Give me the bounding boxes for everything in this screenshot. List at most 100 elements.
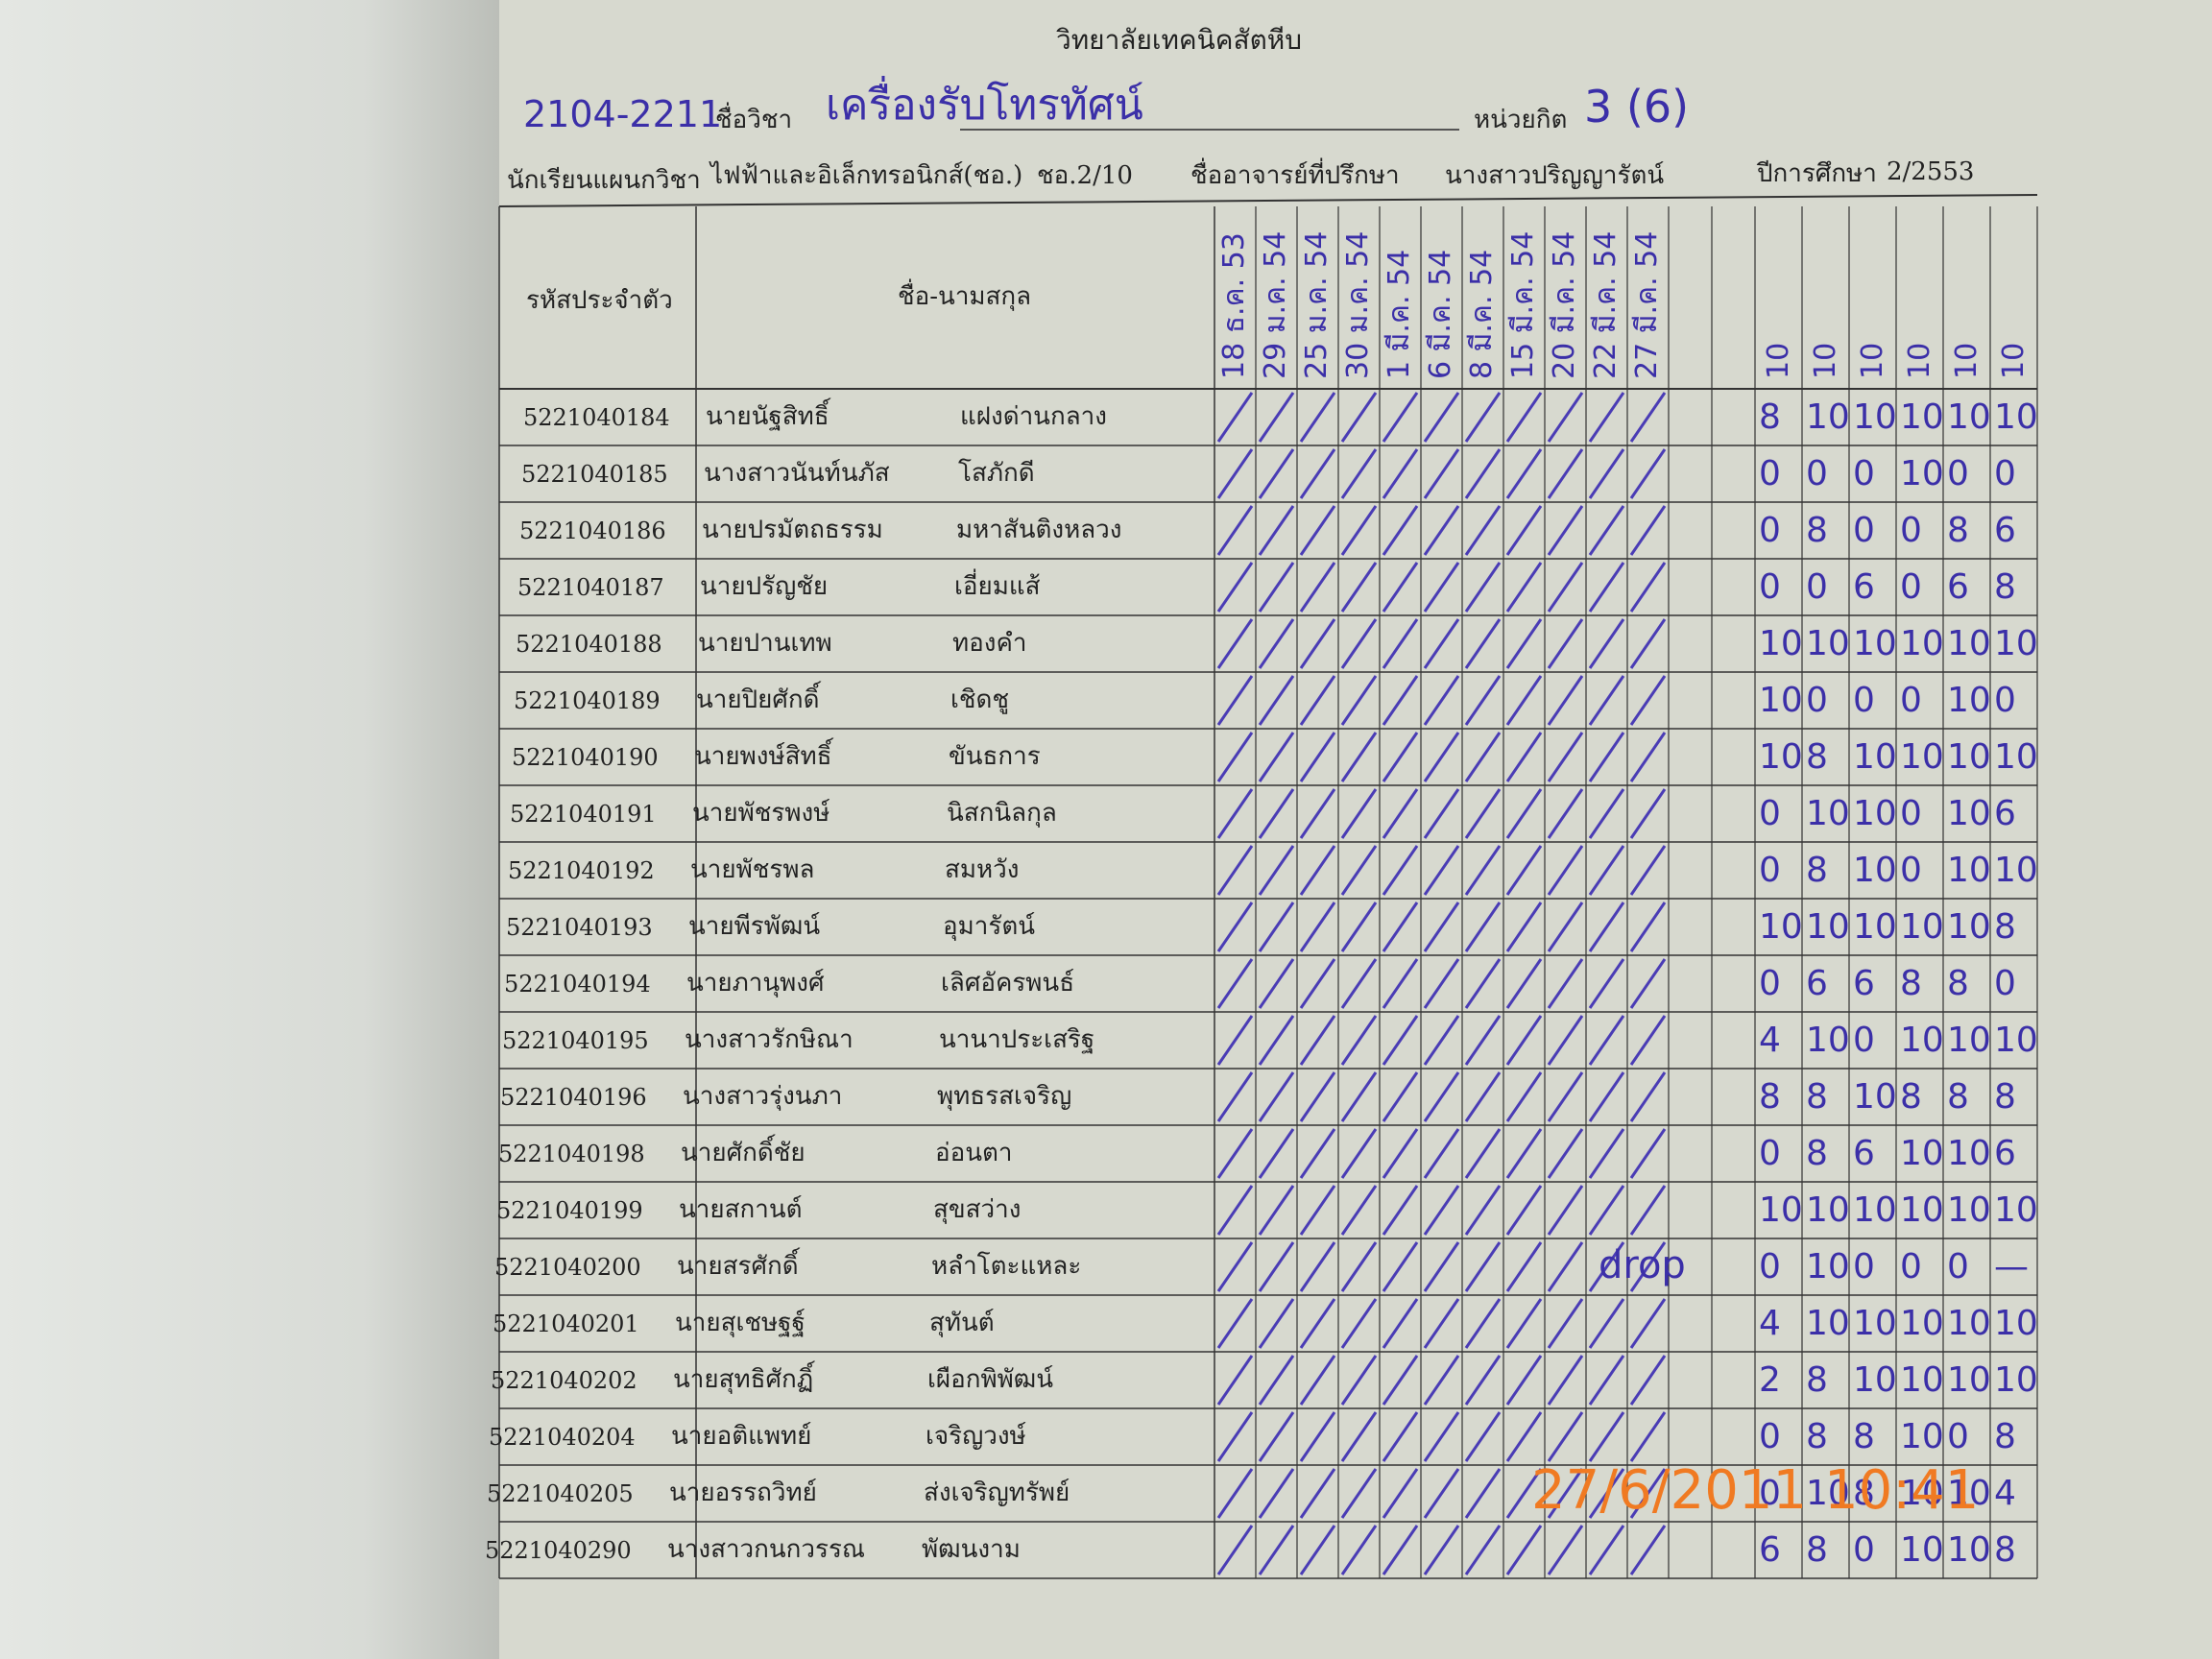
attendance-slash: [1464, 958, 1502, 1009]
student-id: 5221040190: [512, 744, 659, 771]
attendance-slash: [1547, 392, 1584, 443]
date-header: 8 มี.ค. 54: [1465, 249, 1499, 379]
student-surname: เผือกพิพัฒน์: [927, 1365, 1054, 1394]
score: 10: [1947, 1304, 1991, 1343]
attendance-slash: [1547, 1298, 1584, 1349]
attendance-slash: [1340, 958, 1378, 1009]
student-name: นางสาวรักษิณา: [685, 1025, 854, 1054]
score: 10: [1900, 1530, 1944, 1570]
attendance-slash: [1382, 1015, 1419, 1066]
score: 0: [1759, 1417, 1781, 1456]
score: 10: [1900, 1190, 1944, 1230]
attendance-slash: [1299, 675, 1336, 726]
score: 0: [1900, 681, 1922, 720]
attendance-slash: [1382, 1298, 1419, 1349]
attendance-slash: [1258, 448, 1295, 499]
score: 10: [1900, 397, 1944, 437]
score: 10: [1947, 1134, 1991, 1173]
attendance-slash: [1216, 902, 1254, 952]
attendance-slash: [1299, 732, 1336, 782]
score: 4: [1994, 1474, 2016, 1513]
score: 10: [1947, 1021, 1991, 1060]
credit: 3 (6): [1584, 81, 1690, 132]
score: 6: [1947, 567, 1969, 607]
student-name: นายอติแพทย์: [671, 1422, 812, 1451]
attendance-slash: [1629, 392, 1667, 443]
attendance-slash: [1588, 448, 1625, 499]
attendance-slash: [1340, 845, 1378, 896]
attendance-slash: [1382, 1241, 1419, 1292]
attendance-slash: [1216, 1411, 1254, 1462]
score-header: 10: [1762, 342, 1795, 379]
attendance-slash: [1340, 732, 1378, 782]
attendance-slash: [1216, 618, 1254, 669]
score: 8: [1806, 511, 1828, 550]
score: 0: [1759, 964, 1781, 1003]
credit-label: หน่วยกิต: [1474, 106, 1568, 134]
attendance-slash: [1382, 958, 1419, 1009]
student-id: 5221040202: [491, 1367, 637, 1394]
student-name: นายปรัญชัย: [700, 572, 829, 601]
attendance-slash: [1382, 1411, 1419, 1462]
date-header: 22 มี.ค. 54: [1589, 230, 1623, 379]
student-id: 5221040205: [487, 1480, 634, 1507]
student-name: นางสาวรุ่งนภา: [683, 1082, 843, 1111]
score: 10: [1994, 624, 2038, 663]
attendance-slash: [1340, 1128, 1378, 1179]
attendance-slash: [1423, 732, 1460, 782]
attendance-slash: [1464, 1355, 1502, 1406]
student-surname: เลิศอัครพนธ์: [941, 969, 1075, 998]
score: 10: [1900, 454, 1944, 493]
attendance-slash: [1299, 902, 1336, 952]
attendance-slash: [1629, 1355, 1667, 1406]
attendance-slash: [1258, 1185, 1295, 1236]
attendance-slash: [1216, 1128, 1254, 1179]
student-id: 5221040193: [506, 914, 653, 941]
score: 6: [1853, 567, 1875, 607]
student-name: นายนัฐสิทธิ์: [706, 402, 830, 431]
attendance-slash: [1629, 1015, 1667, 1066]
attendance-slash: [1588, 1468, 1625, 1519]
attendance-slash: [1464, 1411, 1502, 1462]
student-name: นางสาวกนกวรรณ: [667, 1535, 866, 1564]
attendance-slash: [1505, 845, 1543, 896]
attendance-slash: [1505, 505, 1543, 556]
attendance-slash: [1258, 958, 1295, 1009]
attendance-slash: [1547, 1355, 1584, 1406]
score: 10: [1900, 1021, 1944, 1060]
score: 4: [1759, 1021, 1781, 1060]
attendance-slash: [1423, 1015, 1460, 1066]
attendance-slash: [1464, 902, 1502, 952]
score: —: [1994, 1247, 2029, 1286]
score: 0: [1759, 794, 1781, 833]
score: 8: [1994, 567, 2016, 607]
attendance-slash: [1258, 1355, 1295, 1406]
dept: ไฟฟ้าและอิเล็กทรอนิกส์(ชอ.): [710, 161, 1023, 190]
attendance-slash: [1629, 902, 1667, 952]
year: 2/2553: [1887, 157, 1975, 186]
score: 6: [1853, 964, 1875, 1003]
attendance-slash: [1423, 1185, 1460, 1236]
course-name: เครื่องรับโทรทัศน์: [826, 81, 1143, 130]
dept-label: นักเรียนแผนกวิชา: [507, 166, 701, 195]
attendance-slash: [1423, 1355, 1460, 1406]
attendance-slash: [1423, 902, 1460, 952]
attendance-slash: [1505, 1241, 1543, 1292]
score: 8: [1806, 1530, 1828, 1570]
left-page: [0, 0, 518, 1659]
attendance-slash: [1382, 562, 1419, 613]
score: 10: [1947, 851, 1991, 890]
student-surname: ขันธการ: [949, 742, 1041, 771]
attendance-slash: [1588, 505, 1625, 556]
score: 10: [1947, 1530, 1991, 1570]
score: 10: [1994, 397, 2038, 437]
student-name: นางสาวนันท์นภัส: [704, 459, 890, 488]
student-id: 5221040290: [485, 1537, 632, 1564]
score: 0: [1759, 511, 1781, 550]
attendance-slash: [1299, 562, 1336, 613]
attendance-slash: [1464, 788, 1502, 839]
score: 0: [1900, 567, 1922, 607]
student-id: 5221040196: [500, 1084, 647, 1111]
attendance-slash: [1340, 562, 1378, 613]
